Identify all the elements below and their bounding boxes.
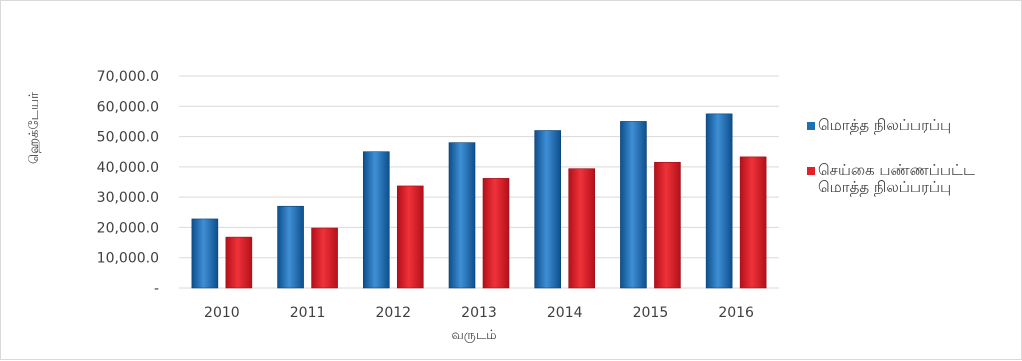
x-tick-label: 2011	[290, 305, 326, 321]
bar-cultivated-area	[654, 162, 681, 289]
legend: மொத்த நிலப்பரப்பு செய்கை பண்ணப்பட்ட மொத்…	[807, 117, 1017, 224]
legend-label: மொத்த நிலப்பரப்பு	[818, 116, 952, 134]
y-tick-label: 40,000.0	[97, 160, 159, 176]
bar-cultivated-area	[568, 168, 596, 289]
bar-cultivated-area	[482, 178, 510, 289]
y-tick-label: 10,000.0	[97, 251, 159, 267]
y-tick-label: -	[154, 281, 159, 297]
y-tick-label: 30,000.0	[97, 190, 159, 206]
bar-cultivated-area	[311, 227, 338, 289]
legend-item-total-area: மொத்த நிலப்பரப்பு	[807, 117, 1017, 134]
legend-label: செய்கை பண்ணப்பட்ட மொத்த நிலப்பரப்பு	[818, 161, 975, 196]
x-tick-label: 2013	[461, 305, 497, 321]
y-tick-label: 60,000.0	[97, 99, 159, 115]
legend-swatch-blue	[807, 122, 815, 130]
bar-total-area	[277, 205, 304, 289]
y-tick-label: 50,000.0	[97, 130, 159, 146]
bar-cultivated-area	[739, 156, 767, 289]
gridlines	[179, 75, 779, 289]
x-axis-label: வருடம்	[451, 328, 497, 343]
y-tick-label: 70,000.0	[97, 69, 159, 85]
y-tick-label: 20,000.0	[97, 220, 159, 236]
legend-item-cultivated-area: செய்கை பண்ணப்பட்ட மொத்த நிலப்பரப்பு	[807, 162, 1017, 196]
y-axis-label: ஹெக்டேயர்	[27, 92, 42, 164]
bar-total-area	[448, 142, 476, 289]
bar-cultivated-area	[396, 185, 424, 289]
x-tick-label: 2010	[204, 305, 240, 321]
y-axis-ticks: - 10,000.0 20,000.0 30,000.0 40,000.0 50,000.…	[97, 69, 159, 297]
x-tick-label: 2016	[718, 305, 754, 321]
bar-total-area	[362, 151, 390, 289]
x-tick-label: 2014	[547, 305, 583, 321]
bar-total-area	[534, 130, 562, 289]
bar-cultivated-area	[225, 236, 253, 289]
bars	[191, 113, 767, 289]
legend-swatch-red	[807, 167, 815, 175]
bar-total-area	[620, 121, 647, 289]
bar-total-area	[191, 218, 219, 289]
x-tick-label: 2012	[375, 305, 411, 321]
bar-total-area	[705, 113, 733, 289]
x-tick-label: 2015	[633, 305, 669, 321]
x-axis-ticks: 2010 2011 2012 2013 2014 2015 2016	[204, 305, 754, 321]
